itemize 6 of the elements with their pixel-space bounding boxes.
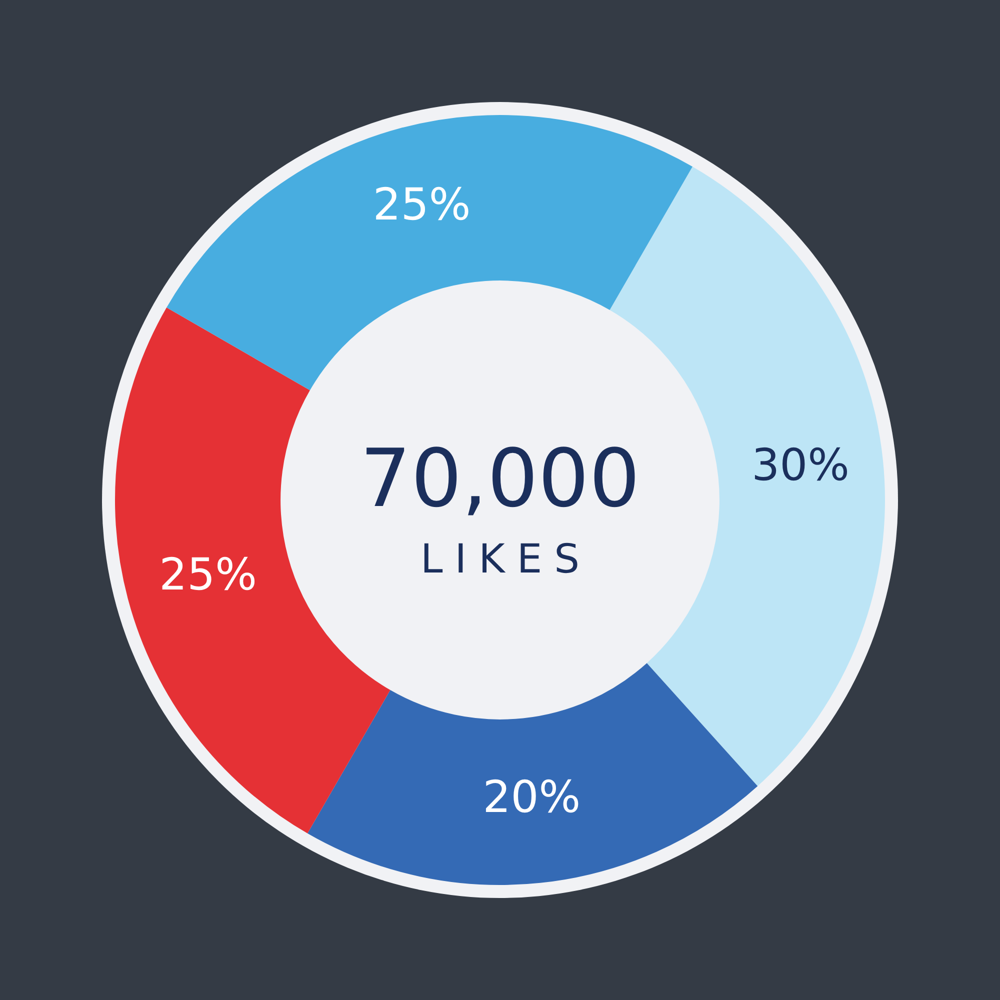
text: 70,000 (360, 432, 640, 525)
data-label: 30% (752, 440, 850, 491)
data-label: 20% (482, 772, 580, 824)
data-label: 25% (159, 550, 257, 601)
text: LIKES (420, 536, 592, 582)
data-label: 25% (372, 180, 471, 231)
